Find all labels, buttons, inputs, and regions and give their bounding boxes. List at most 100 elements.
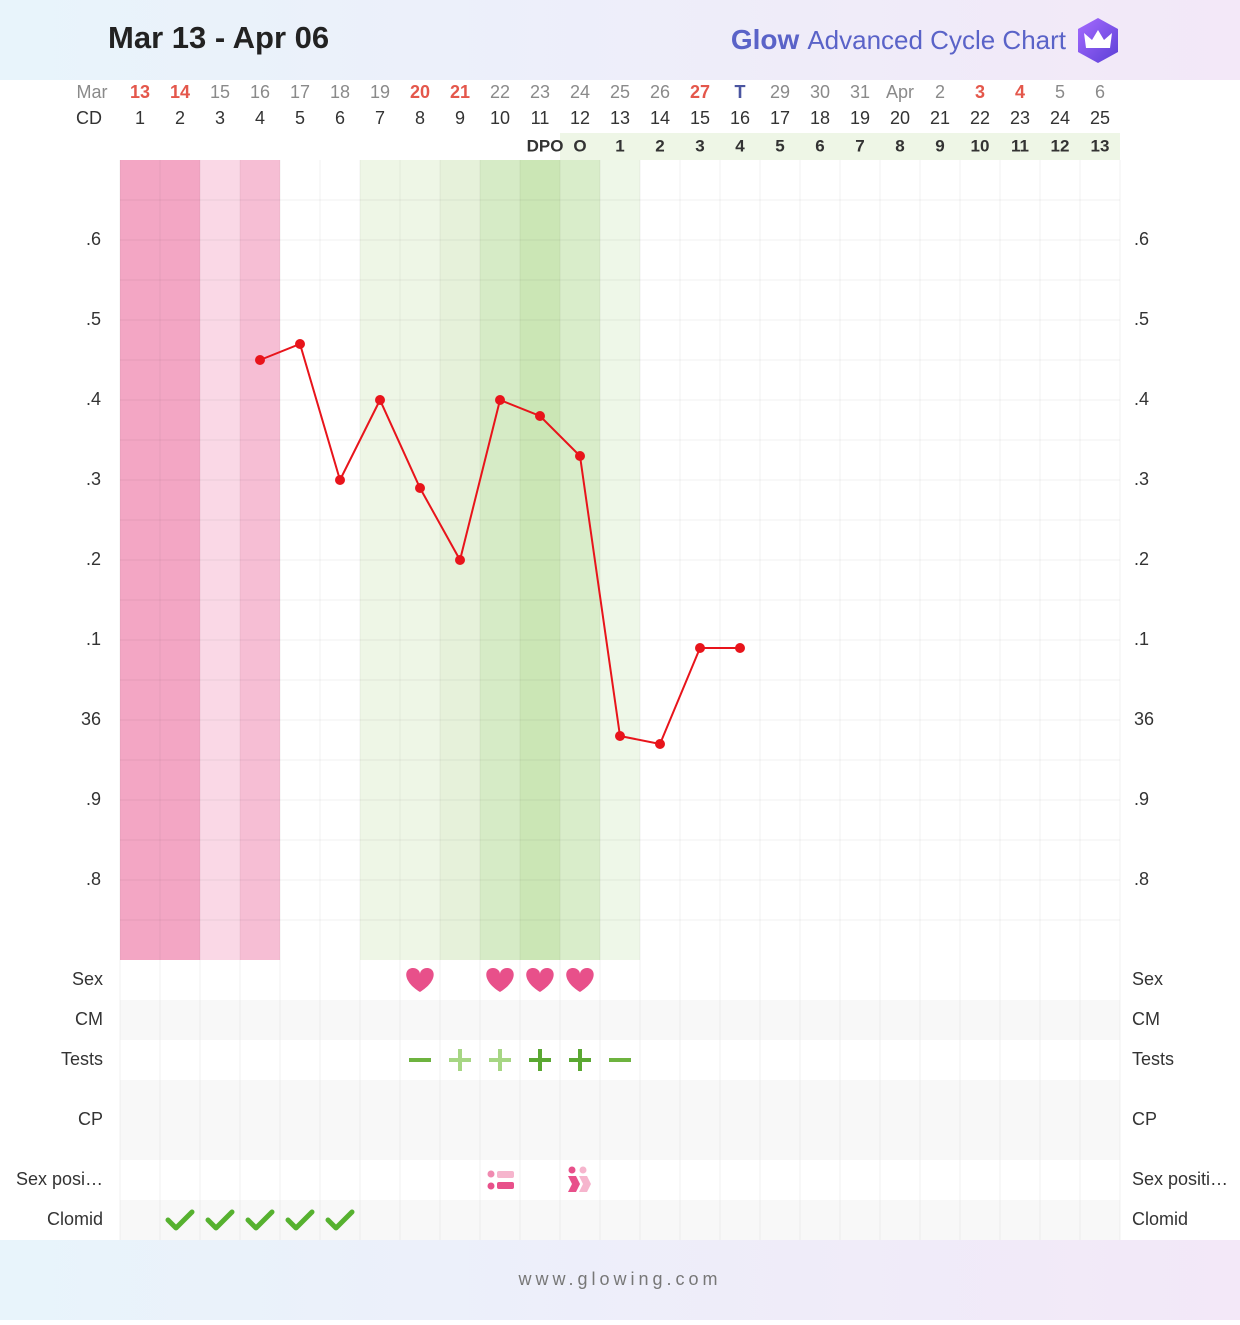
cd-value: 24 [1050,108,1070,128]
y-tick-label: .5 [86,309,101,329]
date-label: 22 [490,82,510,102]
chev [568,1176,580,1192]
heart [406,968,434,992]
icon-heart [566,968,594,992]
y-tick-label-right: .1 [1134,629,1149,649]
row-bg [120,1000,1120,1040]
row-label: CM [75,1009,103,1029]
y-tick-label-right: .2 [1134,549,1149,569]
dot [579,1166,587,1174]
row-bg [120,1080,1120,1160]
date-label: 4 [1015,82,1025,102]
heart [486,968,514,992]
cd-value: 19 [850,108,870,128]
y-tick-label: .8 [86,869,101,889]
cd-value: 17 [770,108,790,128]
temperature-point [495,395,505,405]
phase-band [400,160,440,960]
icon-minus [409,1058,431,1062]
chev [579,1176,591,1192]
temperature-point [335,475,345,485]
date-label: 18 [330,82,350,102]
dpo-value: 6 [815,136,824,155]
cd-value: 9 [455,108,465,128]
date-label: 20 [410,82,430,102]
row-label-right: Sex positi… [1132,1169,1228,1189]
date-label: 3 [975,82,985,102]
cd-value: 4 [255,108,265,128]
icon-plus [569,1049,591,1071]
temperature-point [295,339,305,349]
cd-value: 23 [1010,108,1030,128]
icon-check [285,1209,315,1231]
temperature-point [535,411,545,421]
y-tick-label: .3 [86,469,101,489]
icon-minus [609,1058,631,1062]
phase-band [480,160,520,960]
row-label-right: Sex [1132,969,1163,989]
plus-v [458,1049,462,1071]
y-tick-label: 36 [81,709,101,729]
y-tick-label-right: .6 [1134,229,1149,249]
temperature-point [455,555,465,565]
phase-band [520,160,560,960]
cd-value: 20 [890,108,910,128]
icon-check [205,1209,235,1231]
date-label: 29 [770,82,790,102]
row-label: Tests [61,1049,103,1069]
phase-band [560,160,600,960]
plus-v [538,1049,542,1071]
icon-pos-b [568,1166,591,1192]
row-label: CP [78,1109,103,1129]
dpo-value: 7 [855,136,864,155]
cd-value: 2 [175,108,185,128]
cd-value: 14 [650,108,670,128]
premium-badge [1078,18,1118,63]
y-tick-label: .1 [86,629,101,649]
icon-heart [406,968,434,992]
bar [497,1171,514,1178]
icon-heart [486,968,514,992]
icon-plus-light [489,1049,511,1071]
y-tick-label: .4 [86,389,101,409]
temperature-point [655,739,665,749]
header-bg [0,0,1240,80]
cd-value: 22 [970,108,990,128]
dpo-value: 2 [655,136,664,155]
dpo-value: 9 [935,136,944,155]
title: Mar 13 - Apr 06 [108,20,329,55]
y-tick-label: .9 [86,789,101,809]
temperature-point [695,643,705,653]
temperature-point [415,483,425,493]
subtitle: Glow Advanced Cycle Chart [731,24,1067,55]
date-label: 6 [1095,82,1105,102]
y-tick-label-right: .3 [1134,469,1149,489]
row-label: Sex [72,969,103,989]
cd-value: 18 [810,108,830,128]
dpo-value: 1 [615,136,624,155]
date-label: 2 [935,82,945,102]
dpo-value: 10 [971,136,990,155]
cd-value: 3 [215,108,225,128]
y-tick-label-right: .4 [1134,389,1149,409]
row-label-right: Tests [1132,1049,1174,1069]
plus-v [578,1049,582,1071]
temperature-point [735,643,745,653]
date-label: 31 [850,82,870,102]
check [205,1209,235,1231]
cd-value: 13 [610,108,630,128]
phase-band [200,160,240,960]
date-label: Apr [886,82,914,102]
dpo-value: 3 [695,136,704,155]
temperature-point [615,731,625,741]
chart-layer: .6.6.5.5.4.4.3.3.2.2.1.136 36.9.9.8.8MarC… [16,82,1228,1240]
bar [497,1182,514,1189]
date-label: 14 [170,82,190,102]
date-label: 19 [370,82,390,102]
cd-value: 25 [1090,108,1110,128]
month-label: Mar [77,82,108,102]
icon-heart [526,968,554,992]
icon-plus-light [449,1049,471,1071]
dot [487,1170,495,1178]
row-label-right: CP [1132,1109,1157,1129]
